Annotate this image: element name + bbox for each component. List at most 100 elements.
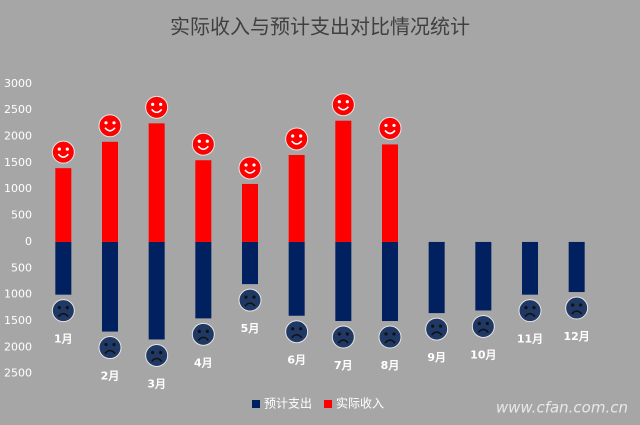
- smiley-icon: [145, 95, 169, 119]
- mouth: [244, 302, 256, 307]
- bar: [242, 241, 258, 285]
- face: [331, 325, 355, 349]
- eye: [384, 123, 388, 128]
- mouth: [384, 129, 396, 135]
- x-tick-label: 9月: [427, 351, 446, 364]
- y-tick-label: 0: [25, 235, 32, 248]
- x-tick-label: 7月: [334, 359, 353, 372]
- y-tick-label: 3000: [4, 77, 32, 90]
- x-tick-label: 10月: [470, 348, 496, 361]
- legend-swatch: [252, 400, 260, 408]
- mouth: [104, 349, 116, 355]
- mouth: [384, 339, 396, 344]
- eye: [299, 134, 303, 138]
- bar: [55, 168, 72, 242]
- mouth: [197, 336, 209, 341]
- mouth: [291, 140, 303, 145]
- bar: [242, 183, 258, 242]
- x-tick-label: 4月: [194, 356, 213, 369]
- frown-icon: [238, 288, 262, 312]
- bar: [475, 241, 492, 311]
- bar: [195, 241, 212, 319]
- mouth: [291, 333, 303, 339]
- mouth: [431, 331, 443, 336]
- bar: [195, 160, 212, 242]
- face: [191, 132, 215, 156]
- legend-label: 预计支出: [264, 397, 312, 411]
- bar: [335, 120, 352, 242]
- face: [98, 114, 122, 138]
- face: [145, 95, 169, 119]
- eye: [205, 329, 209, 333]
- eye: [151, 350, 155, 355]
- bar: [568, 241, 585, 293]
- y-tick-label: 1500: [4, 156, 32, 169]
- face: [425, 317, 449, 341]
- eye: [244, 295, 248, 299]
- x-tick-label: 5月: [241, 322, 260, 335]
- y-tick-label: 2500: [4, 367, 32, 380]
- eye: [104, 342, 108, 347]
- frown-icon: [191, 322, 215, 346]
- x-tick-label: 3月: [147, 377, 166, 390]
- eye: [159, 102, 163, 106]
- mouth: [524, 312, 536, 318]
- frown-icon: [518, 299, 542, 323]
- y-tick-label: 1500: [4, 314, 32, 327]
- eye: [431, 324, 435, 328]
- watermark: www.cfan.com.cn: [496, 399, 628, 417]
- face: [238, 156, 262, 180]
- bar: [335, 241, 352, 322]
- frown-icon: [378, 325, 402, 349]
- face: [378, 116, 402, 140]
- x-tick-label: 8月: [381, 359, 400, 372]
- bar: [382, 144, 398, 242]
- eye: [252, 295, 256, 299]
- bar: [288, 241, 305, 316]
- eye: [345, 332, 349, 336]
- mouth: [244, 169, 256, 174]
- mouth: [197, 145, 209, 151]
- face: [191, 322, 215, 346]
- face: [378, 325, 402, 349]
- bar: [102, 241, 118, 332]
- eye: [485, 321, 489, 326]
- eye: [151, 102, 155, 106]
- face: [285, 320, 309, 344]
- y-tick-label: 2500: [4, 103, 32, 116]
- x-tick-label: 1月: [54, 333, 73, 346]
- bar: [522, 241, 538, 295]
- frown-icon: [565, 296, 589, 320]
- mouth: [337, 339, 349, 344]
- y-tick-label: 1000: [4, 182, 32, 195]
- eye: [439, 324, 443, 328]
- eye: [112, 342, 116, 347]
- smiley-icon: [331, 93, 355, 117]
- eye: [57, 147, 61, 151]
- mouth: [337, 106, 349, 111]
- eye: [57, 306, 61, 310]
- face: [518, 299, 542, 323]
- eye: [65, 147, 69, 151]
- smiley-icon: [285, 127, 309, 151]
- mouth: [477, 328, 489, 334]
- eye: [197, 329, 201, 333]
- eye: [159, 350, 163, 355]
- bar: [428, 241, 445, 314]
- mouth: [104, 127, 116, 132]
- face: [331, 93, 355, 117]
- smiley-icon: [238, 156, 262, 180]
- face: [145, 343, 169, 367]
- legend-swatch: [324, 400, 333, 408]
- smiley-icon: [51, 140, 75, 164]
- eye: [244, 163, 248, 167]
- face: [238, 288, 262, 312]
- eye: [337, 100, 341, 104]
- frown-icon: [471, 314, 495, 338]
- eye: [104, 121, 108, 125]
- x-tick-label: 2月: [101, 370, 120, 383]
- frown-icon: [285, 320, 309, 344]
- y-tick-label: 500: [11, 209, 32, 222]
- eye: [392, 123, 396, 128]
